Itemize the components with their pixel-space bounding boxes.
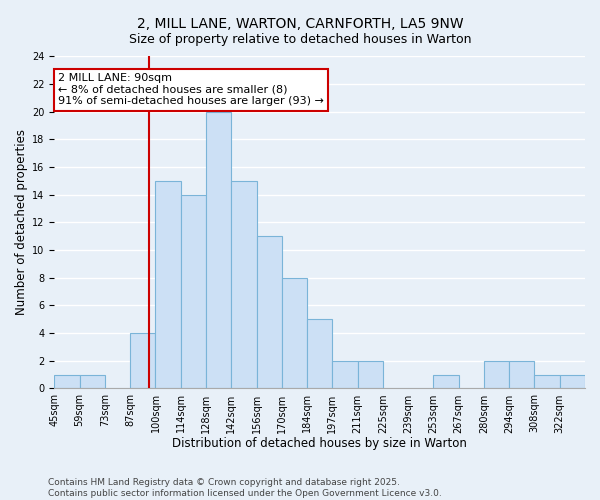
Bar: [181, 195, 206, 388]
Bar: [80, 374, 105, 388]
Bar: [130, 333, 155, 388]
Bar: [307, 320, 332, 388]
Bar: [155, 181, 181, 388]
Bar: [484, 361, 509, 388]
Bar: [535, 374, 560, 388]
Bar: [231, 181, 257, 388]
Bar: [55, 374, 80, 388]
Bar: [509, 361, 535, 388]
Text: 2 MILL LANE: 90sqm
← 8% of detached houses are smaller (8)
91% of semi-detached : 2 MILL LANE: 90sqm ← 8% of detached hous…: [58, 73, 324, 106]
Bar: [358, 361, 383, 388]
Bar: [257, 236, 282, 388]
Bar: [206, 112, 231, 388]
Bar: [433, 374, 458, 388]
X-axis label: Distribution of detached houses by size in Warton: Distribution of detached houses by size …: [172, 437, 467, 450]
Text: 2, MILL LANE, WARTON, CARNFORTH, LA5 9NW: 2, MILL LANE, WARTON, CARNFORTH, LA5 9NW: [137, 18, 463, 32]
Text: Size of property relative to detached houses in Warton: Size of property relative to detached ho…: [129, 32, 471, 46]
Bar: [332, 361, 358, 388]
Text: Contains HM Land Registry data © Crown copyright and database right 2025.
Contai: Contains HM Land Registry data © Crown c…: [48, 478, 442, 498]
Bar: [282, 278, 307, 388]
Bar: [560, 374, 585, 388]
Y-axis label: Number of detached properties: Number of detached properties: [15, 130, 28, 316]
